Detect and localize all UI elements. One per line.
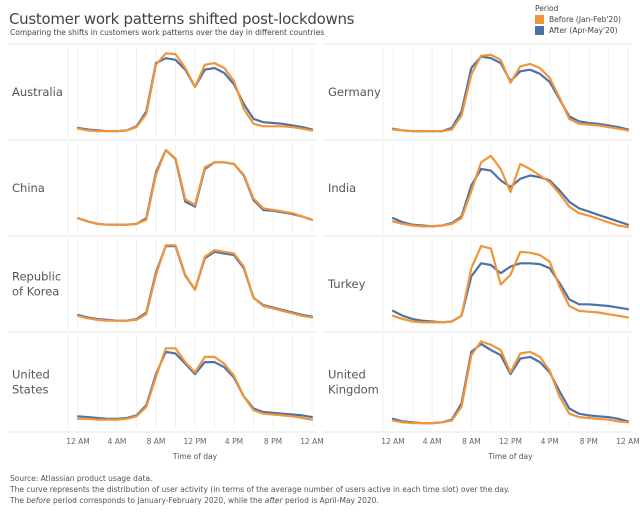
x-tick-label: 8 PM: [264, 437, 282, 446]
series-line-before-germany: [391, 53, 630, 133]
country-label: China: [12, 181, 45, 195]
x-axis-title: Time of day: [172, 452, 218, 461]
country-label: Germany: [328, 85, 381, 99]
x-tick-label: 12 PM: [184, 437, 207, 446]
series-line-before-australia: [76, 52, 314, 133]
series-line-before-turkey: [391, 245, 630, 324]
legend-swatch-after: [535, 26, 544, 35]
x-tick-label: 8 AM: [147, 437, 166, 446]
series-line-before-india: [391, 154, 630, 229]
chart-title: Customer work patterns shifted post-lock…: [9, 10, 355, 28]
chart-subtitle: Comparing the shifts in customers work p…: [10, 28, 325, 37]
x-axis-title: Time of day: [487, 452, 533, 461]
country-label: Australia: [12, 85, 63, 99]
legend-item-before[interactable]: Before (Jan-Feb'20): [535, 15, 621, 24]
x-tick-label: 4 AM: [108, 437, 127, 446]
series-line-before-united-states: [76, 347, 314, 421]
legend-label-before: Before (Jan-Feb'20): [549, 15, 621, 24]
series-line-before-united-kingdom: [391, 340, 630, 425]
x-tick-label: 8 PM: [580, 437, 598, 446]
series-line-before-republic-of-korea: [76, 244, 314, 322]
x-tick-label: 12 PM: [499, 437, 522, 446]
x-tick-label: 12 AM: [66, 437, 90, 446]
footer-notes: Source: Atlassian product usage data. Th…: [10, 473, 510, 506]
curve-note: The curve represents the distribution of…: [10, 485, 510, 494]
legend-title: Period: [535, 4, 559, 13]
x-tick-label: 12 AM: [300, 437, 324, 446]
legend-item-after[interactable]: After (Apr-May'20): [535, 26, 621, 35]
country-label: Turkey: [327, 277, 366, 291]
x-tick-label: 4 PM: [541, 437, 559, 446]
x-tick-label: 12 AM: [381, 437, 405, 446]
legend: Period Before (Jan-Feb'20) After (Apr-Ma…: [535, 4, 621, 37]
legend-label-after: After (Apr-May'20): [549, 26, 618, 35]
x-tick-label: 4 PM: [225, 437, 243, 446]
country-label: Republic of Korea: [12, 270, 61, 299]
x-tick-label: 4 AM: [423, 437, 442, 446]
source-note: Source: Atlassian product usage data.: [10, 474, 153, 483]
legend-swatch-before: [535, 15, 544, 24]
country-label: India: [328, 181, 356, 195]
country-label: United States: [12, 368, 50, 397]
x-tick-label: 8 AM: [462, 437, 481, 446]
country-label: United Kingdom: [328, 368, 379, 397]
x-tick-label: 12 AM: [616, 437, 640, 446]
series-line-before-china: [76, 149, 314, 226]
period-note: The before period corresponds to January…: [10, 496, 379, 505]
